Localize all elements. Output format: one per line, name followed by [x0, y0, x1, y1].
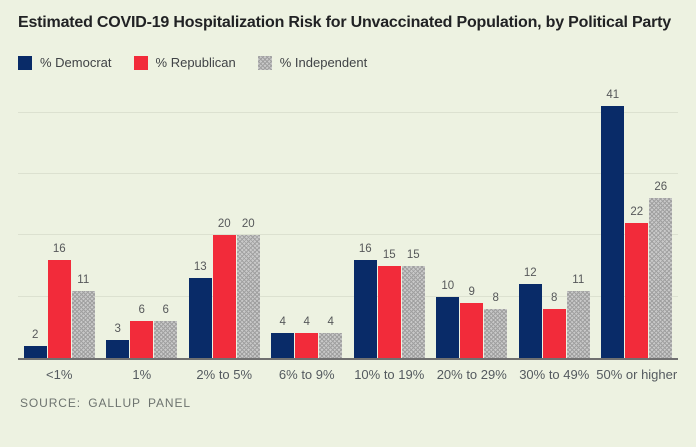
category-label: 6% to 9%	[278, 367, 335, 382]
bar-value-label: 22	[630, 206, 644, 218]
gridline	[18, 172, 678, 174]
bar-value-label: 20	[241, 218, 255, 231]
bar-group: 10 9 8	[431, 90, 514, 358]
bar-value-label: 16	[52, 242, 66, 255]
legend-item-independent: % Independent	[257, 55, 368, 70]
bar-group: 13 20 20	[183, 90, 266, 358]
legend-label: % Independent	[279, 55, 368, 70]
category-label: 1%	[132, 367, 152, 382]
legend-item-republican: % Republican	[133, 55, 236, 70]
bar-value-label: 10	[441, 279, 455, 292]
bar-value-label: 11	[77, 273, 90, 286]
bar-value-label: 20	[217, 218, 231, 231]
category-label: 50% or higher	[596, 367, 678, 382]
bar-value-label: 6	[162, 304, 169, 317]
bar-republican: 15	[377, 249, 401, 358]
bar-value-label: 3	[114, 322, 121, 335]
bar-republican: 16	[47, 243, 71, 358]
bar-group: 4 4 4	[266, 90, 349, 358]
bar-independent: 4	[319, 316, 343, 358]
bar-value-label: 4	[303, 316, 310, 329]
bar-republican: 22	[625, 206, 649, 358]
bar-value-label: 8	[551, 291, 558, 304]
independent-swatch-icon	[257, 55, 272, 70]
bar-independent: 11	[566, 274, 590, 358]
source-line: SOURCE: GALLUP PANEL	[20, 396, 191, 410]
bar-democrat: 4	[271, 316, 295, 358]
bar-independent: 11	[71, 274, 95, 358]
bar-value-label: 2	[32, 328, 39, 341]
democrat-swatch-icon	[18, 55, 32, 70]
bar-value-label: 16	[358, 242, 372, 255]
category-label: 10% to 19%	[354, 367, 425, 382]
bar-republican: 9	[460, 286, 484, 358]
bar-republican: 4	[295, 316, 319, 358]
bar-democrat: 3	[106, 323, 130, 358]
bar-value-label: 6	[138, 304, 145, 317]
bar-democrat: 16	[353, 243, 377, 358]
gridline	[18, 295, 678, 297]
bar-democrat: 12	[518, 267, 542, 358]
bar-independent: 26	[649, 181, 673, 358]
bar-group: 2 16 11	[18, 90, 101, 358]
bar-value-label: 15	[406, 248, 420, 261]
legend-label: % Republican	[155, 55, 236, 70]
bar-republican: 8	[542, 292, 566, 358]
bar-group: 3 6 6	[101, 90, 184, 358]
bar-value-label: 26	[654, 181, 668, 194]
category-label: 30% to 49%	[519, 367, 590, 382]
bar-republican: 6	[130, 304, 154, 358]
category-label: 20% to 29%	[436, 367, 507, 382]
bar-value-label: 12	[523, 267, 537, 280]
legend-label: % Democrat	[40, 55, 112, 70]
bar-independent: 15	[401, 249, 425, 358]
bar-independent: 20	[236, 218, 260, 358]
legend-item-democrat: % Democrat	[18, 55, 112, 70]
category-label: 2% to 5%	[196, 367, 253, 382]
gridline	[18, 111, 678, 113]
bar-democrat: 10	[436, 280, 460, 358]
plot-area: 2 16 11 3 6 6 13 20 20 4 4 4 16 15 15 10 9 8 12 8 11 41 22 26	[18, 89, 679, 360]
bar-value-label: 4	[279, 316, 286, 329]
bar-value-label: 4	[327, 316, 334, 329]
bar-independent: 6	[154, 304, 178, 358]
bar-independent: 8	[484, 292, 508, 358]
bar-value-label: 8	[492, 291, 499, 304]
bar-value-label: 9	[468, 285, 475, 298]
bar-value-label: 41	[606, 89, 620, 102]
bar-value-label: 15	[382, 248, 396, 261]
legend: % Democrat % Republican % Independent	[18, 55, 367, 70]
bar-democrat: 13	[188, 261, 212, 358]
bar-value-label: 13	[193, 261, 207, 274]
x-axis-labels: <1% 1% 2% to 5% 6% to 9% 10% to 19% 20% to 29…	[18, 367, 678, 382]
bar-groups: 2 16 11 3 6 6 13 20 20 4 4 4 16 15 15 10 9 8 12 8 11 41 22 26	[18, 89, 679, 358]
bar-democrat: 2	[23, 329, 47, 358]
bar-group: 41 22 26	[596, 89, 679, 358]
republican-swatch-icon	[133, 55, 148, 70]
bar-group: 16 15 15	[348, 90, 431, 358]
bar-republican: 20	[212, 218, 236, 358]
category-label: <1%	[46, 367, 73, 382]
bar-value-label: 11	[572, 273, 585, 286]
gridline	[18, 234, 678, 236]
bar-democrat: 41	[601, 89, 625, 358]
bar-group: 12 8 11	[513, 90, 596, 358]
chart-title: Estimated COVID-19 Hospitalization Risk …	[18, 14, 671, 31]
